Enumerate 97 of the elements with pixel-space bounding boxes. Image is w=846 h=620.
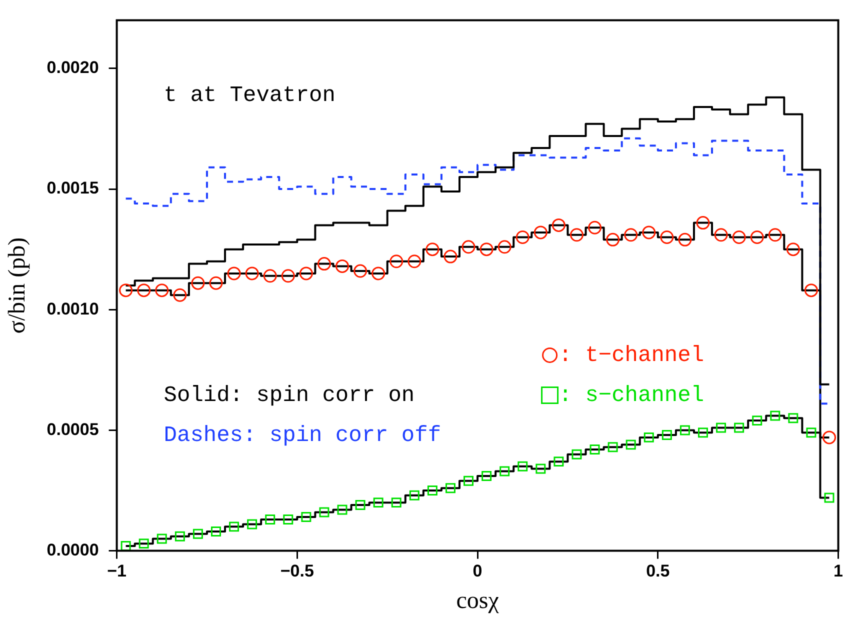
point bbox=[445, 483, 456, 494]
point bbox=[822, 430, 836, 444]
y-tick-label: 0.0005 bbox=[46, 420, 99, 439]
point bbox=[120, 540, 131, 551]
point bbox=[518, 461, 528, 472]
point bbox=[554, 456, 564, 467]
point bbox=[355, 500, 366, 510]
point bbox=[480, 242, 494, 256]
point bbox=[590, 444, 600, 454]
point bbox=[482, 471, 492, 482]
point bbox=[680, 425, 690, 436]
point bbox=[534, 226, 548, 240]
annotation: Dashes: spin corr off bbox=[164, 423, 442, 448]
point bbox=[174, 531, 185, 542]
point bbox=[245, 266, 259, 280]
point bbox=[662, 430, 672, 440]
point bbox=[229, 522, 240, 532]
point bbox=[426, 242, 440, 256]
y-tick-label: 0.0010 bbox=[46, 299, 99, 318]
point bbox=[770, 410, 780, 421]
point bbox=[211, 526, 221, 536]
point bbox=[788, 413, 798, 424]
point bbox=[299, 266, 313, 280]
x-tick-label: 0.5 bbox=[646, 562, 670, 581]
point bbox=[678, 232, 692, 246]
x-tick-label: −1 bbox=[107, 562, 126, 581]
point bbox=[354, 264, 368, 278]
point bbox=[552, 218, 566, 232]
point bbox=[572, 449, 582, 460]
point bbox=[750, 230, 764, 244]
point bbox=[464, 476, 474, 486]
point bbox=[752, 416, 762, 426]
x-tick-label: −0.5 bbox=[280, 562, 314, 581]
point bbox=[408, 254, 422, 268]
point bbox=[137, 284, 151, 298]
point bbox=[698, 428, 708, 438]
point bbox=[155, 284, 169, 298]
point bbox=[588, 220, 602, 234]
point bbox=[317, 257, 331, 271]
point bbox=[626, 440, 636, 450]
point bbox=[156, 534, 167, 544]
point bbox=[192, 528, 203, 539]
legend-label: : s−channel bbox=[558, 383, 704, 408]
point bbox=[173, 288, 187, 302]
point bbox=[337, 504, 348, 515]
x-tick-label: 0 bbox=[472, 562, 482, 581]
point bbox=[263, 269, 277, 283]
point bbox=[319, 507, 330, 518]
point bbox=[409, 490, 420, 500]
point bbox=[716, 422, 726, 433]
point bbox=[806, 428, 816, 438]
point bbox=[301, 512, 312, 522]
x-axis-title: cosχ bbox=[456, 588, 500, 614]
point bbox=[390, 254, 404, 268]
point bbox=[283, 514, 294, 524]
point bbox=[281, 269, 295, 283]
point bbox=[462, 240, 476, 254]
point bbox=[138, 538, 149, 549]
point bbox=[570, 228, 584, 242]
point bbox=[444, 250, 458, 264]
point bbox=[804, 284, 818, 298]
point bbox=[536, 464, 546, 474]
point bbox=[696, 216, 710, 230]
annotation: Solid: spin corr on bbox=[164, 383, 415, 408]
point bbox=[642, 226, 656, 240]
point bbox=[644, 432, 654, 442]
point bbox=[516, 230, 530, 244]
point bbox=[498, 240, 512, 254]
point bbox=[786, 242, 800, 256]
point bbox=[265, 514, 276, 524]
y-axis-title: σ/bin (pb) bbox=[4, 237, 31, 334]
point bbox=[372, 266, 386, 280]
point bbox=[734, 422, 744, 433]
point bbox=[608, 442, 618, 452]
point bbox=[119, 284, 133, 298]
point bbox=[714, 228, 728, 242]
x-tick-label: 1 bbox=[834, 562, 844, 581]
y-tick-label: 0.0000 bbox=[46, 540, 99, 560]
point bbox=[606, 232, 620, 246]
point bbox=[247, 519, 258, 530]
point bbox=[209, 276, 223, 290]
point bbox=[824, 492, 834, 503]
point bbox=[227, 266, 241, 280]
point bbox=[336, 259, 350, 273]
point bbox=[427, 486, 438, 496]
legend-label: : t−channel bbox=[558, 343, 704, 368]
point bbox=[391, 498, 402, 508]
point bbox=[373, 498, 384, 508]
text: t at Tevatron bbox=[164, 83, 336, 108]
point bbox=[500, 466, 510, 476]
point bbox=[660, 230, 674, 244]
point bbox=[768, 228, 782, 242]
point bbox=[191, 276, 205, 290]
point bbox=[624, 228, 638, 242]
y-tick-label: 0.0020 bbox=[46, 58, 99, 78]
point bbox=[732, 230, 746, 244]
y-tick-label: 0.0015 bbox=[46, 178, 99, 198]
